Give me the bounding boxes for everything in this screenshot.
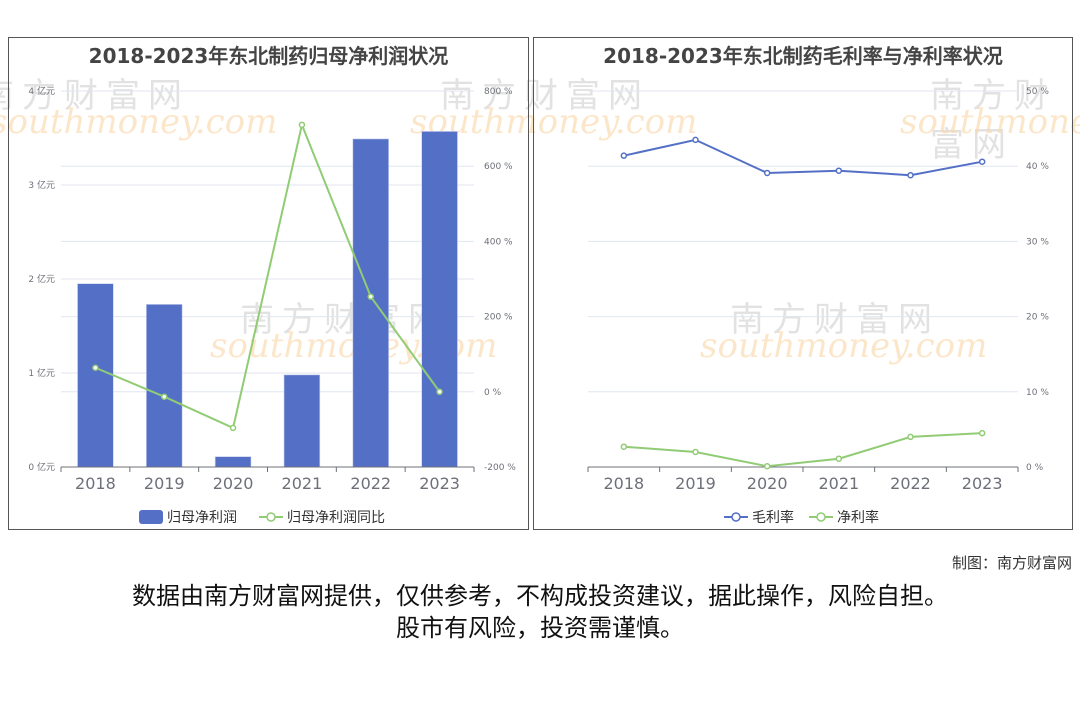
legend-marker-icon: [816, 512, 826, 522]
bar-2018[interactable]: [77, 283, 114, 468]
net-point-2021[interactable]: [835, 455, 843, 462]
gross-point-2021[interactable]: [835, 167, 843, 174]
yoy-point-2023[interactable]: [436, 388, 443, 396]
legend-item-net-profit[interactable]: 归母净利润: [167, 509, 237, 526]
net-margin-line: [623, 432, 983, 468]
bar-2019[interactable]: [146, 304, 183, 468]
disclaimer-line-1: 数据由南方财富网提供，仅供参考，不构成投资建议，据此操作，风险自担。: [132, 582, 948, 610]
x-label: 2021: [818, 474, 859, 493]
x-label: 2018: [75, 474, 116, 493]
x-label: 2019: [675, 474, 716, 493]
disclaimer: 数据由南方财富网提供，仅供参考，不构成投资建议，据此操作，风险自担。 股市有风险…: [0, 580, 1080, 644]
y-left-tick: 1 亿元: [28, 367, 55, 379]
y-right-tick: 600 %: [484, 162, 513, 172]
net-point-2022[interactable]: [907, 433, 914, 441]
x-label: 2023: [419, 474, 460, 493]
bar-2022[interactable]: [352, 138, 389, 468]
y-right-tick: 30 %: [1026, 237, 1049, 247]
yoy-point-2019[interactable]: [161, 393, 168, 400]
y-right-tick: 400 %: [484, 237, 513, 247]
y-right-tick: 10 %: [1026, 388, 1049, 398]
y-left-tick: 3 亿元: [28, 179, 55, 191]
legend-item-yoy[interactable]: 归母净利润同比: [287, 509, 385, 526]
legend-bar-swatch[interactable]: [139, 510, 163, 524]
y-left-tick: 0 亿元: [28, 461, 55, 473]
net-profit-chart: 0 亿元 1 亿元 2 亿元 3 亿元 4 亿元 -200 % 0 % 200 % 400 % 6…: [28, 85, 516, 526]
y-right-tick: 800 %: [484, 87, 513, 97]
disclaimer-line-2: 股市有风险，投资需谨慎。: [396, 614, 684, 642]
legend-marker-icon: [266, 512, 276, 522]
x-label: 2020: [213, 474, 254, 493]
x-label: 2018: [603, 474, 644, 493]
net-point-2018[interactable]: [620, 443, 628, 450]
net-point-2020[interactable]: [763, 462, 771, 470]
net-profit-chart-panel: 2018-2023年东北制药归母净利润状况 0 亿元 1 亿元 2 亿元 3 亿元 4 …: [8, 37, 529, 530]
y-right-tick: 0 %: [1026, 463, 1044, 473]
gross-point-2022[interactable]: [907, 171, 914, 179]
bar-2023[interactable]: [421, 131, 458, 468]
y-left-tick: 4 亿元: [28, 85, 55, 97]
yoy-line: [95, 121, 441, 430]
y-right-tick: 50 %: [1026, 87, 1049, 97]
x-label: 2019: [144, 474, 185, 493]
gross-point-2020[interactable]: [763, 169, 771, 177]
yoy-point-2022[interactable]: [367, 293, 374, 300]
x-label: 2022: [350, 474, 391, 493]
gross-point-2023[interactable]: [978, 158, 986, 165]
chart-title: 2018-2023年东北制药毛利率与净利率状况: [603, 44, 1003, 68]
bar-2021[interactable]: [283, 374, 321, 468]
yoy-point-2020[interactable]: [229, 424, 237, 432]
y-right-tick: -200 %: [484, 463, 516, 473]
legend-marker-icon: [731, 512, 741, 522]
chart-title: 2018-2023年东北制药归母净利润状况: [88, 44, 449, 68]
y-left-tick: 2 亿元: [28, 273, 55, 285]
gross-point-2018[interactable]: [620, 152, 628, 159]
margin-chart: 0 % 10 % 20 % 30 % 40 % 50 % 2018 2019 2020 2021 2…: [587, 87, 1049, 526]
bar-2020[interactable]: [214, 456, 252, 468]
x-label: 2023: [962, 474, 1003, 493]
net-point-2023[interactable]: [978, 429, 986, 437]
y-right-tick: 40 %: [1026, 162, 1049, 172]
legend-item-net-margin[interactable]: 净利率: [837, 509, 879, 526]
y-right-tick: 200 %: [484, 313, 513, 323]
margin-chart-panel: 2018-2023年东北制药毛利率与净利率状况 0 % 10 % 20 % 30 % 4…: [533, 37, 1073, 530]
legend-item-gross-margin[interactable]: 毛利率: [752, 509, 794, 526]
yoy-point-2018[interactable]: [92, 364, 99, 371]
x-label: 2022: [890, 474, 931, 493]
y-right-tick: 0 %: [484, 388, 502, 398]
gross-margin-line: [623, 138, 983, 177]
x-label: 2020: [747, 474, 788, 493]
x-label: 2021: [282, 474, 323, 493]
yoy-point-2021[interactable]: [298, 121, 306, 129]
legend: 毛利率 净利率: [724, 509, 879, 526]
gross-point-2019[interactable]: [692, 136, 699, 144]
chart-credit: 制图：南方财富网: [951, 554, 1072, 572]
y-right-tick: 20 %: [1026, 313, 1049, 323]
net-point-2019[interactable]: [692, 448, 699, 456]
legend: 归母净利润 归母净利润同比: [139, 509, 385, 526]
